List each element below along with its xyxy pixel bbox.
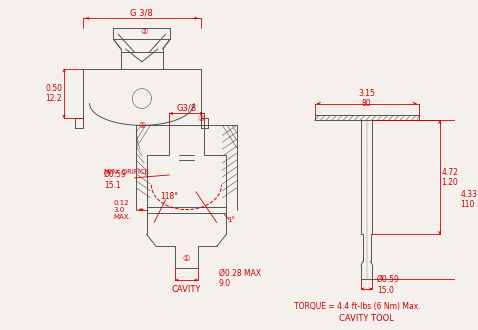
- Text: CAVITY TOOL: CAVITY TOOL: [339, 314, 394, 323]
- Text: 0.50
12.2: 0.50 12.2: [45, 84, 62, 103]
- Text: ①: ①: [183, 254, 190, 263]
- Text: 0.12
3.0
MAX.: 0.12 3.0 MAX.: [113, 200, 131, 220]
- Text: ①: ①: [138, 121, 146, 130]
- Text: 4.72
1.20: 4.72 1.20: [442, 168, 458, 187]
- Text: Ø0.59
15.1: Ø0.59 15.1: [104, 170, 127, 189]
- Text: 1°: 1°: [227, 216, 235, 222]
- Text: 4.33
110: 4.33 110: [461, 190, 478, 210]
- Text: 118°: 118°: [160, 192, 178, 201]
- Text: Ø0.59
15.0: Ø0.59 15.0: [377, 275, 400, 295]
- Text: MIN. ORIFICE: MIN. ORIFICE: [104, 169, 149, 175]
- Text: G 3/8: G 3/8: [130, 9, 153, 18]
- Text: 3.15
80: 3.15 80: [358, 89, 375, 108]
- Text: ②: ②: [197, 114, 204, 123]
- Text: ②: ②: [140, 27, 148, 36]
- Text: G3/8: G3/8: [176, 104, 196, 113]
- Text: CAVITY: CAVITY: [172, 285, 201, 294]
- Text: Ø0.28 MAX
9.0: Ø0.28 MAX 9.0: [219, 268, 261, 288]
- Text: TORQUE = 4.4 ft-lbs (6 Nm) Max.: TORQUE = 4.4 ft-lbs (6 Nm) Max.: [294, 302, 421, 311]
